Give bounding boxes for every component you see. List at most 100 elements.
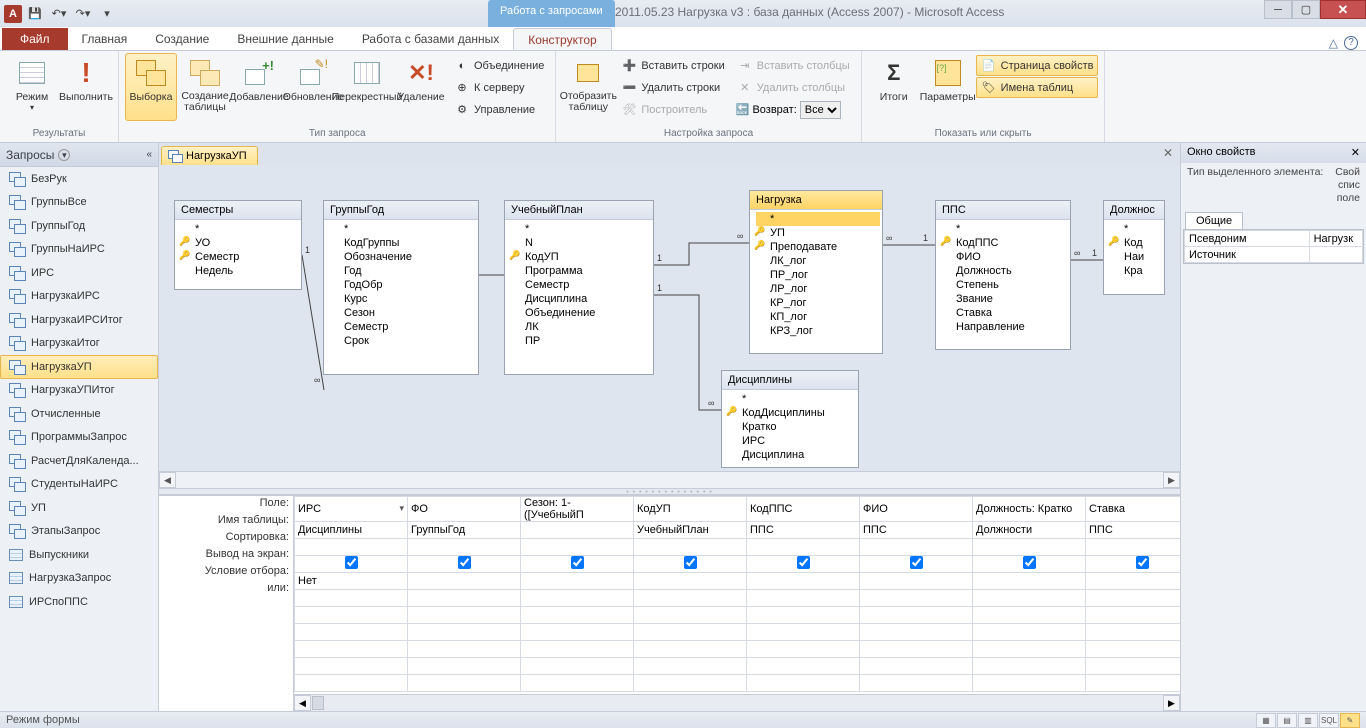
crosstab-query-button[interactable]: Перекрестный bbox=[341, 53, 393, 121]
qbe-cell[interactable] bbox=[295, 624, 408, 641]
table-box[interactable]: Должнос*КодНаиКра bbox=[1103, 200, 1165, 295]
field-item[interactable]: ФИО bbox=[942, 250, 1068, 264]
show-checkbox[interactable] bbox=[458, 556, 471, 569]
qbe-cell[interactable] bbox=[860, 658, 973, 675]
prop-value[interactable] bbox=[1309, 247, 1362, 263]
design-view-button[interactable]: ✎ bbox=[1340, 713, 1360, 728]
nav-item[interactable]: Отчисленные bbox=[0, 402, 158, 426]
field-item[interactable]: Наи bbox=[1110, 250, 1162, 264]
field-item[interactable]: * bbox=[728, 392, 856, 406]
nav-item[interactable]: ЭтапыЗапрос bbox=[0, 520, 158, 544]
scroll-right-icon[interactable]: ▶ bbox=[1163, 472, 1180, 488]
maketable-query-button[interactable]: Создание таблицы bbox=[179, 53, 231, 121]
qbe-hscrollbar[interactable]: ◀ ▶ bbox=[294, 694, 1180, 711]
qbe-cell[interactable] bbox=[295, 539, 408, 556]
qbe-cell[interactable] bbox=[860, 641, 973, 658]
qbe-cell[interactable]: ИРС▾ bbox=[295, 497, 408, 522]
qbe-cell[interactable] bbox=[747, 607, 860, 624]
field-item[interactable]: Семестр bbox=[511, 278, 651, 292]
redo-icon[interactable]: ↷▾ bbox=[72, 3, 94, 25]
qbe-cell[interactable] bbox=[1086, 607, 1181, 624]
table-box[interactable]: Нагрузка*УППреподаватеЛК_логПР_логЛР_лог… bbox=[749, 190, 883, 354]
nav-item[interactable]: ИРСпоППС bbox=[0, 590, 158, 614]
datasheet-view-button[interactable]: ▦ bbox=[1256, 713, 1276, 728]
field-item[interactable]: Преподавате bbox=[756, 240, 880, 254]
field-item[interactable]: Дисциплина bbox=[511, 292, 651, 306]
table-box[interactable]: ППС*КодППСФИОДолжностьСтепеньЗваниеСтавк… bbox=[935, 200, 1071, 350]
qbe-cell[interactable] bbox=[634, 590, 747, 607]
table-box[interactable]: Дисциплины*КодДисциплиныКраткоИРСДисципл… bbox=[721, 370, 859, 468]
document-tab[interactable]: НагрузкаУП bbox=[161, 146, 258, 165]
qbe-cell[interactable] bbox=[973, 539, 1086, 556]
qbe-cell[interactable] bbox=[1086, 590, 1181, 607]
property-grid[interactable]: ПсевдонимНагрузкИсточник bbox=[1183, 229, 1364, 264]
delete-rows-button[interactable]: ➖Удалить строки bbox=[616, 77, 729, 98]
qbe-cell[interactable] bbox=[521, 556, 634, 573]
table-box[interactable]: ГруппыГод*КодГруппыОбозначениеГодГодОбрК… bbox=[323, 200, 479, 375]
field-item[interactable]: Ставка bbox=[942, 306, 1068, 320]
field-item[interactable]: КодППС bbox=[942, 236, 1068, 250]
field-item[interactable]: ГодОбр bbox=[330, 278, 476, 292]
qbe-cell[interactable]: КодППС bbox=[747, 497, 860, 522]
field-item[interactable]: Степень bbox=[942, 278, 1068, 292]
qbe-cell[interactable] bbox=[860, 590, 973, 607]
qbe-cell[interactable] bbox=[747, 675, 860, 692]
run-button[interactable]: !Выполнить bbox=[60, 53, 112, 121]
field-item[interactable]: Обозначение bbox=[330, 250, 476, 264]
nav-collapse-icon[interactable]: « bbox=[146, 149, 152, 160]
field-item[interactable]: Должность bbox=[942, 264, 1068, 278]
qbe-cell[interactable] bbox=[521, 522, 634, 539]
table-box[interactable]: УчебныйПлан*NКодУППрограммаСеместрДисцип… bbox=[504, 200, 654, 375]
qbe-cell[interactable] bbox=[521, 624, 634, 641]
qbe-cell[interactable] bbox=[973, 556, 1086, 573]
nav-item[interactable]: ГруппыНаИРС bbox=[0, 238, 158, 262]
nav-item[interactable]: ГруппыВсе bbox=[0, 191, 158, 215]
qbe-cell[interactable] bbox=[408, 641, 521, 658]
field-item[interactable]: * bbox=[756, 212, 880, 226]
union-query-button[interactable]: ◐Объединение bbox=[449, 55, 549, 76]
field-item[interactable]: КодДисциплины bbox=[728, 406, 856, 420]
minimize-button[interactable]: ─ bbox=[1264, 0, 1292, 19]
field-item[interactable]: Кра bbox=[1110, 264, 1162, 278]
qbe-cell[interactable] bbox=[1086, 675, 1181, 692]
qbe-cell[interactable]: Нет bbox=[295, 573, 408, 590]
show-checkbox[interactable] bbox=[910, 556, 923, 569]
field-item[interactable]: ПР bbox=[511, 334, 651, 348]
undo-icon[interactable]: ↶▾ bbox=[48, 3, 70, 25]
qbe-cell[interactable]: УчебныйПлан bbox=[634, 522, 747, 539]
qbe-cell[interactable] bbox=[634, 556, 747, 573]
pivot-view-button[interactable]: ▤ bbox=[1277, 713, 1297, 728]
document-close-button[interactable]: ✕ bbox=[1160, 146, 1176, 162]
qbe-cell[interactable] bbox=[747, 590, 860, 607]
return-rows-control[interactable]: 🔙Возврат:Все bbox=[732, 99, 855, 120]
nav-filter-icon[interactable]: ▾ bbox=[58, 149, 70, 161]
nav-item[interactable]: НагрузкаУП bbox=[0, 355, 158, 379]
qbe-cell[interactable]: Сезон: 1-([УчебныйП bbox=[521, 497, 634, 522]
qbe-cell[interactable] bbox=[860, 675, 973, 692]
qbe-cell[interactable] bbox=[295, 675, 408, 692]
ribbon-tab[interactable]: Работа с базами данных bbox=[348, 28, 513, 50]
field-item[interactable]: Направление bbox=[942, 320, 1068, 334]
qbe-cell[interactable]: Должности bbox=[973, 522, 1086, 539]
datadef-query-button[interactable]: ⚙Управление bbox=[449, 99, 549, 120]
qbe-cell[interactable] bbox=[973, 675, 1086, 692]
field-item[interactable]: УО bbox=[181, 236, 299, 250]
qbe-cell[interactable] bbox=[1086, 556, 1181, 573]
qbe-cell[interactable] bbox=[860, 556, 973, 573]
nav-header[interactable]: Запросы ▾ « bbox=[0, 143, 158, 167]
qbe-cell[interactable] bbox=[634, 539, 747, 556]
field-item[interactable]: КР_лог bbox=[756, 296, 880, 310]
qbe-cell[interactable]: Ставка bbox=[1086, 497, 1181, 522]
return-rows-select[interactable]: Все bbox=[800, 101, 841, 119]
qbe-cell[interactable] bbox=[408, 624, 521, 641]
scroll-left-icon[interactable]: ◀ bbox=[159, 472, 176, 488]
qbe-cell[interactable] bbox=[747, 641, 860, 658]
qbe-cell[interactable] bbox=[521, 573, 634, 590]
qbe-cell[interactable] bbox=[973, 607, 1086, 624]
nav-item[interactable]: Выпускники bbox=[0, 543, 158, 567]
nav-item[interactable]: ИРС bbox=[0, 261, 158, 285]
field-item[interactable]: ИРС bbox=[728, 434, 856, 448]
qbe-cell[interactable] bbox=[634, 675, 747, 692]
field-item[interactable]: Семестр bbox=[181, 250, 299, 264]
show-checkbox[interactable] bbox=[571, 556, 584, 569]
